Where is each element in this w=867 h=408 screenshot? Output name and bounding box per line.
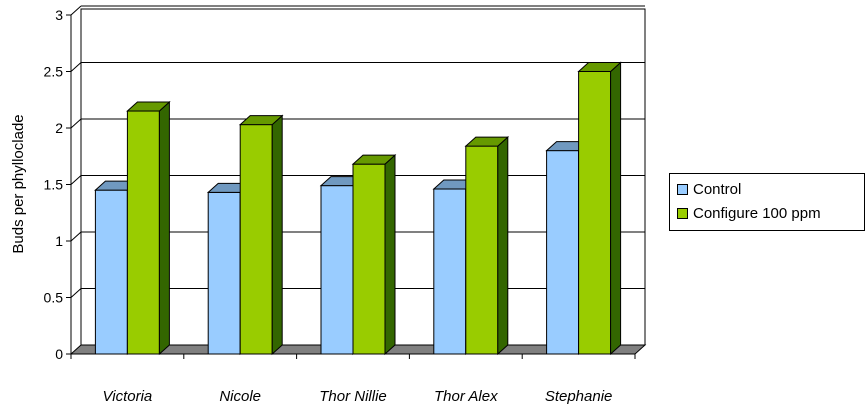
bar-front [320,185,354,355]
bar-front [433,188,467,355]
y-tick-label: 2 [55,120,63,136]
y-tick-labels: 0 0.5 1 1.5 2 2.5 3 [44,7,64,362]
legend-item-control: Control [677,179,741,199]
gridline-diagonal [70,288,82,298]
legend-swatch-control [677,183,688,195]
y-tick-label: 1 [55,233,63,249]
legend-item-configure: Configure 100 ppm [677,203,821,223]
gridline-diagonal [70,175,82,185]
y-tick-label: 3 [55,7,63,23]
bar-side [271,114,283,356]
x-category-label: Stephanie [545,388,613,405]
legend: Control Configure 100 ppm [669,173,865,231]
x-category-labels: Victoria Nicole Thor Nillie Thor Alex Stepha… [103,388,613,405]
bar-front [126,110,160,355]
bar-front [207,191,241,355]
bar-side [384,154,396,356]
bar-front [239,124,273,355]
axes [66,14,636,359]
bar-victoria-configure [126,100,171,356]
y-tick-label: 0 [55,346,63,362]
bar-thor-nillie-configure [351,154,397,356]
gridline-diagonal [70,62,82,72]
bar-front [546,150,580,355]
bar-thor-alex-configure [464,135,510,356]
bar-front [94,189,128,355]
y-axis-title: Buds per phylloclade [10,114,27,253]
bar-top [351,154,397,165]
bar-side [610,61,622,356]
bars [94,61,622,356]
bar-top [577,62,622,72]
bar-stephanie-configure [577,61,622,356]
x-category-label: Thor Nillie [319,388,387,405]
gridline-diagonal [70,5,82,16]
x-category-label: Nicole [219,388,261,405]
y-tick-label: 0.5 [44,290,64,306]
y-tick-label: 1.5 [44,177,64,193]
legend-label-control: Control [693,180,742,198]
bar-side [158,100,170,356]
bar-top [464,136,510,147]
bar-nicole-configure [238,114,284,356]
gridline-diagonal [70,231,82,242]
gridline-diagonal [70,118,82,129]
legend-swatch-configure [677,207,688,219]
bar-front [578,71,612,355]
y-tick-label: 2.5 [44,64,64,80]
bar-top [126,101,171,112]
legend-label-configure: Configure 100 ppm [693,204,821,222]
bar-side [497,135,509,356]
bar-top [238,115,284,126]
x-category-label: Victoria [103,388,153,405]
bar-front [352,163,386,355]
bar-front [465,145,499,355]
x-category-label: Thor Alex [434,388,498,405]
